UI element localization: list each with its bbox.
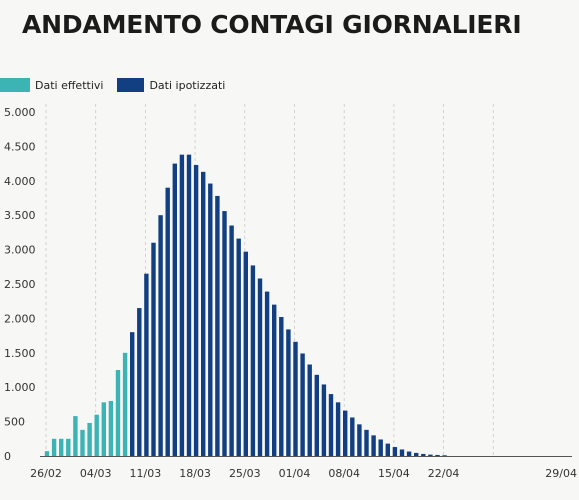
x-tick-label: 15/04: [378, 467, 410, 480]
bar-projected: [243, 251, 248, 456]
bar-projected: [421, 453, 426, 456]
bar-actual: [108, 400, 114, 456]
legend-label-actual: Dati effettivi: [35, 78, 104, 92]
bar-projected: [286, 329, 291, 456]
bar-projected: [300, 353, 305, 456]
y-tick-label: 2.000: [4, 312, 36, 325]
bar-projected: [335, 402, 341, 456]
bar-projected: [165, 187, 170, 456]
bar-projected: [229, 225, 234, 456]
bar-actual: [66, 438, 71, 456]
bar-projected: [208, 183, 213, 456]
x-tick-label: 08/04: [328, 467, 360, 480]
bar-projected: [179, 154, 185, 456]
bar-projected: [328, 394, 334, 456]
legend: Dati effettivi Dati ipotizzati: [0, 76, 239, 94]
legend-swatch-actual: [0, 78, 30, 92]
bar-projected: [321, 384, 327, 456]
bar-actual: [44, 451, 50, 456]
bar-actual: [115, 370, 121, 456]
y-tick-label: 4.500: [4, 140, 36, 153]
legend-item-projected: Dati ipotizzati: [117, 78, 225, 92]
bar-projected: [293, 341, 298, 456]
bar-projected: [364, 429, 369, 456]
y-tick-label: 5.000: [4, 106, 36, 119]
x-tick-label: 18/03: [179, 467, 211, 480]
bar-actual: [80, 429, 85, 456]
bar-projected: [314, 374, 319, 456]
legend-item-actual: Dati effettivi: [0, 78, 103, 92]
bar-projected: [414, 452, 419, 456]
bar-projected: [215, 195, 220, 456]
bar-projected: [257, 278, 263, 456]
bar-actual: [87, 422, 92, 456]
x-tick-label: 25/03: [229, 467, 261, 480]
x-tick-label: 26/02: [30, 467, 62, 480]
bar-projected: [385, 443, 390, 456]
legend-label-projected: Dati ipotizzati: [149, 78, 226, 92]
bar-projected: [279, 317, 284, 456]
chart-title: ANDAMENTO CONTAGI GIORNALIERI: [22, 10, 522, 39]
x-tick-label: 01/04: [279, 467, 311, 480]
bar-projected: [186, 154, 192, 456]
bar-projected: [264, 291, 270, 456]
bar-projected: [250, 265, 256, 456]
bar-actual: [59, 438, 64, 456]
bar-projected: [442, 455, 447, 456]
bar-projected: [428, 454, 433, 456]
bar-projected: [222, 211, 227, 456]
bar-projected: [137, 308, 142, 456]
y-tick-label: 0: [4, 450, 11, 463]
y-tick-label: 4.000: [4, 175, 36, 188]
bar-projected: [307, 364, 312, 456]
legend-swatch-projected: [117, 78, 145, 92]
bar-projected: [399, 449, 405, 456]
bar-projected: [144, 273, 149, 456]
bar-projected: [343, 410, 348, 456]
y-tick-label: 500: [4, 416, 25, 429]
bar-projected: [392, 447, 398, 456]
x-tick-label: 04/03: [80, 467, 112, 480]
x-tick-label: 29/04: [545, 467, 577, 480]
bar-actual: [122, 352, 128, 456]
bar-projected: [357, 424, 362, 456]
y-tick-label: 1.500: [4, 347, 36, 360]
bar-projected: [350, 417, 355, 456]
bar-projected: [435, 454, 440, 456]
bar-projected: [406, 451, 412, 456]
bar-projected: [378, 439, 383, 456]
bar-projected: [193, 164, 199, 456]
bar-projected: [172, 163, 177, 456]
bar-projected: [236, 238, 241, 456]
bar-actual: [51, 438, 57, 456]
x-tick-label: 22/04: [428, 467, 460, 480]
x-tick-label: 11/03: [130, 467, 162, 480]
bar-actual: [73, 416, 78, 456]
y-tick-label: 3.500: [4, 209, 36, 222]
bar-projected: [151, 242, 156, 456]
bar-actual: [94, 414, 99, 456]
bar-projected: [371, 435, 376, 456]
bar-projected: [130, 332, 135, 456]
bar-projected: [272, 304, 277, 456]
y-tick-label: 2.500: [4, 278, 36, 291]
bar-actual: [101, 402, 106, 456]
y-tick-label: 1.000: [4, 381, 36, 394]
y-tick-label: 3.000: [4, 244, 36, 257]
bar-chart: 0 500 1.000 1.500 2.000 2.500 3.000 3.500 4.000 4…: [4, 104, 577, 480]
bar-projected: [158, 215, 163, 456]
bar-projected: [201, 171, 206, 456]
